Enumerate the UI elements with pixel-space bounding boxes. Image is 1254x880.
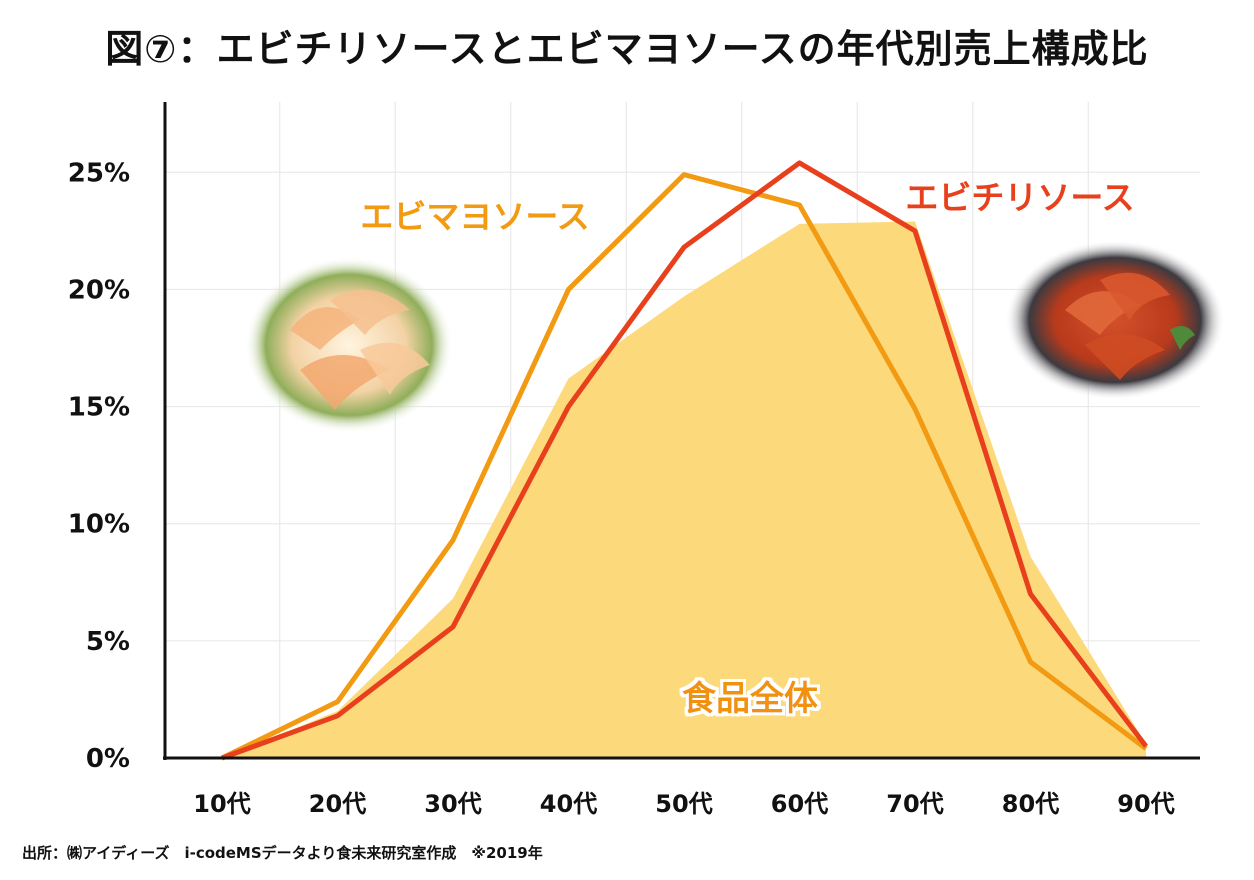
x-tick-labels: 10代 20代 30代 40代 50代 60代 70代 80代 90代 — [193, 790, 1174, 818]
x-tick-label: 90代 — [1117, 790, 1174, 818]
x-tick-label: 60代 — [771, 790, 828, 818]
chart-title: 図⑦：エビチリソースとエビマヨソースの年代別売上構成比 — [105, 27, 1149, 71]
ebimayo-line — [220, 172, 1148, 761]
y-tick-label: 25% — [68, 158, 130, 188]
y-tick-label: 5% — [86, 627, 130, 657]
x-tick-label: 70代 — [886, 790, 943, 818]
ebimayo-series-label: エビマヨソース — [360, 197, 589, 236]
x-tick-label: 20代 — [309, 790, 366, 818]
shrimp-mayo-photo — [245, 257, 453, 433]
shrimp-chili-photo — [1005, 240, 1225, 400]
x-tick-label: 30代 — [424, 790, 481, 818]
y-tick-label: 0% — [86, 744, 130, 774]
source-note: 出所：㈱アイディーズ i-codeMSデータより食未来研究室作成 ※2019年 — [22, 844, 543, 862]
y-tick-label: 20% — [68, 275, 130, 305]
x-tick-label: 10代 — [193, 790, 250, 818]
x-tick-label: 50代 — [655, 790, 712, 818]
y-tick-labels: 0% 5% 10% 15% 20% 25% — [68, 158, 130, 774]
x-tick-label: 80代 — [1002, 790, 1059, 818]
ebichili-series-label: エビチリソース — [905, 178, 1134, 217]
y-tick-label: 15% — [68, 393, 130, 423]
food-total-series-label: 食品全体 — [682, 679, 818, 719]
axes — [163, 102, 1200, 760]
x-tick-label: 40代 — [540, 790, 597, 818]
y-tick-label: 10% — [68, 510, 130, 540]
ebichili-line — [221, 160, 1148, 761]
